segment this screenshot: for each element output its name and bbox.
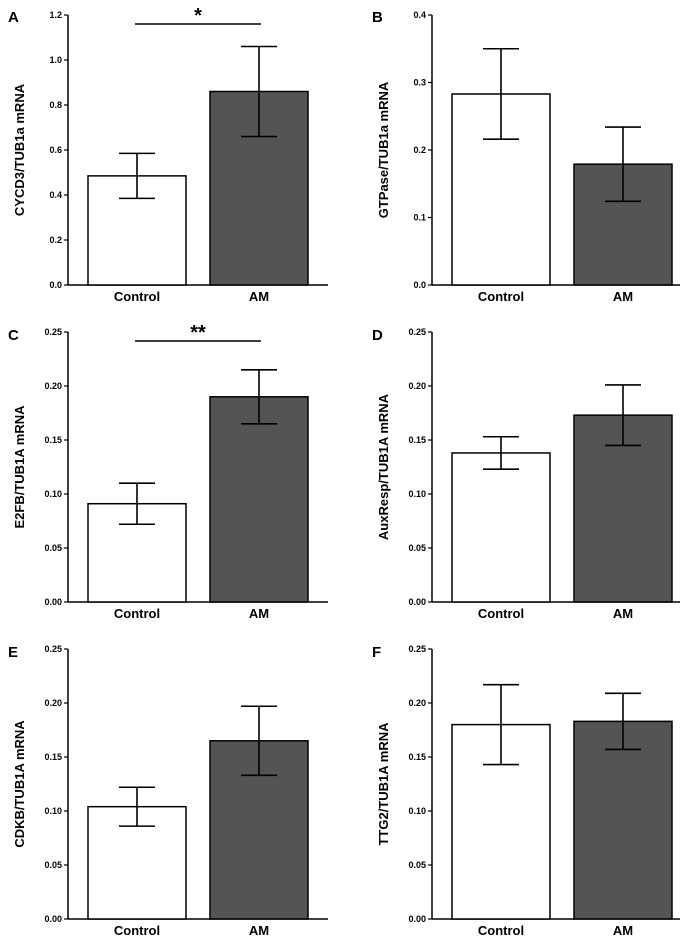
y-axis-title: AuxResp/TUB1A mRNA [376,393,391,540]
y-tick-label: 0.15 [408,752,426,762]
category-label: Control [114,289,160,304]
y-tick-label: 0.0 [413,280,426,290]
bar-control [451,452,551,603]
chart-panel-f: F 0.00 0.05 0.10 0.15 0.20 0.25 TTG2/TUB1A mRNA… [372,644,680,938]
y-tick-label: 0.25 [408,327,426,337]
panel-letter: C [8,327,19,344]
y-tick-label: 0.15 [408,435,426,445]
y-tick-label: 0.25 [44,644,62,654]
category-label: AM [613,923,633,938]
y-tick-label: 0.25 [408,644,426,654]
chart-panel-b: B 0.0 0.1 0.2 0.3 0.4 GTPase/TUB1a mRNA Control… [372,9,680,304]
y-axis-title: E2FB/TUB1A mRNA [12,405,27,529]
category-label: AM [249,289,269,304]
category-label: Control [478,606,524,621]
category-label: Control [478,289,524,304]
y-tick-label: 0.6 [49,145,62,155]
y-tick-label: 1.0 [49,55,62,65]
y-tick-label: 0.4 [413,10,426,20]
y-tick-label: 0.20 [44,381,62,391]
bar-am [573,720,673,920]
category-label: AM [249,606,269,621]
y-tick-label: 0.8 [49,100,62,110]
category-label: Control [478,923,524,938]
y-axis-title: GTPase/TUB1a mRNA [376,81,391,218]
y-tick-label: 0.00 [408,597,426,607]
y-tick-label: 0.20 [408,698,426,708]
panel-letter: E [8,644,18,661]
bar-am [209,396,309,603]
category-label: AM [613,606,633,621]
category-label: Control [114,923,160,938]
significance-label: * [194,5,202,27]
y-tick-label: 0.10 [408,489,426,499]
panel-letter: D [372,327,383,344]
y-tick-label: 0.05 [44,543,62,553]
chart-panel-d: D 0.00 0.05 0.10 0.15 0.20 0.25 AuxResp/TUB1A m… [372,327,680,621]
y-tick-label: 0.3 [413,78,426,88]
y-tick-label: 0.10 [408,806,426,816]
chart-panel-c: C 0.00 0.05 0.10 0.15 0.20 0.25 E2FB/TUB1A mRNA… [8,322,328,621]
bar-am [573,414,673,603]
y-tick-label: 0.00 [44,914,62,924]
y-axis-title: CDKB/TUB1A mRNA [12,720,27,848]
y-tick-label: 0.00 [44,597,62,607]
chart-panel-a: A 0.0 0.2 0.4 0.6 0.8 1.0 1.2 CYCD3/TUB1a mRNA Co… [8,5,328,304]
y-tick-label: 0.10 [44,489,62,499]
y-tick-label: 0.4 [49,190,62,200]
y-tick-label: 1.2 [49,10,62,20]
category-label: Control [114,606,160,621]
y-tick-label: 0.2 [413,145,426,155]
panel-letter: A [8,9,19,26]
y-tick-label: 0.20 [44,698,62,708]
y-tick-label: 0.1 [413,213,426,223]
y-tick-label: 0.2 [49,235,62,245]
category-label: AM [249,923,269,938]
y-tick-label: 0.25 [44,327,62,337]
category-label: AM [613,289,633,304]
panel-letter: B [372,9,383,26]
y-tick-label: 0.15 [44,435,62,445]
significance-label: ** [190,322,206,344]
y-axis-title: CYCD3/TUB1a mRNA [12,83,27,216]
y-tick-label: 0.15 [44,752,62,762]
y-axis-title: TTG2/TUB1A mRNA [376,722,391,846]
panel-letter: F [372,644,381,661]
y-tick-label: 0.20 [408,381,426,391]
y-tick-label: 0.10 [44,806,62,816]
y-tick-label: 0.05 [408,860,426,870]
y-tick-label: 0.0 [49,280,62,290]
y-tick-label: 0.00 [408,914,426,924]
y-tick-label: 0.05 [44,860,62,870]
chart-panel-e: E 0.00 0.05 0.10 0.15 0.20 0.25 CDKB/TUB1A mRNA… [8,644,328,938]
y-tick-label: 0.05 [408,543,426,553]
